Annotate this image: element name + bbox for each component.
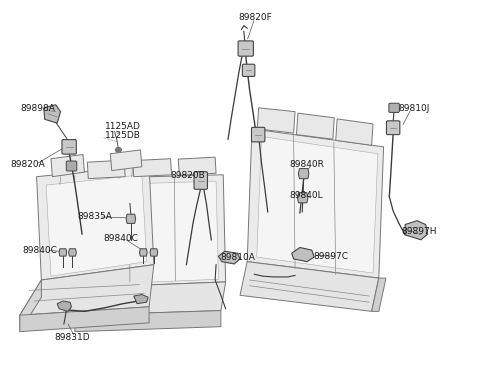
Text: 89835A: 89835A bbox=[77, 212, 112, 221]
Text: 89831D: 89831D bbox=[54, 333, 90, 342]
Polygon shape bbox=[405, 221, 428, 240]
Polygon shape bbox=[75, 282, 226, 315]
Polygon shape bbox=[86, 181, 218, 285]
Text: 1125DB: 1125DB bbox=[105, 131, 141, 140]
Text: 1125AD: 1125AD bbox=[105, 122, 141, 131]
Polygon shape bbox=[292, 247, 314, 262]
FancyBboxPatch shape bbox=[194, 172, 207, 189]
FancyBboxPatch shape bbox=[238, 41, 253, 56]
Polygon shape bbox=[372, 278, 386, 311]
Text: 89810A: 89810A bbox=[221, 253, 256, 262]
Polygon shape bbox=[69, 249, 76, 256]
Polygon shape bbox=[218, 251, 240, 264]
FancyBboxPatch shape bbox=[62, 139, 76, 154]
Polygon shape bbox=[297, 113, 334, 139]
Text: 89820F: 89820F bbox=[239, 13, 272, 22]
Text: 89840C: 89840C bbox=[104, 234, 138, 243]
Circle shape bbox=[116, 147, 121, 152]
Polygon shape bbox=[257, 108, 295, 133]
Polygon shape bbox=[150, 249, 157, 256]
Text: 89810J: 89810J bbox=[398, 104, 429, 113]
Text: 89820B: 89820B bbox=[170, 171, 205, 180]
Polygon shape bbox=[20, 280, 41, 332]
FancyBboxPatch shape bbox=[66, 161, 77, 171]
Polygon shape bbox=[299, 169, 309, 179]
FancyBboxPatch shape bbox=[252, 127, 265, 142]
Text: 89820A: 89820A bbox=[10, 160, 45, 169]
Polygon shape bbox=[57, 301, 72, 311]
Polygon shape bbox=[87, 160, 125, 179]
Text: 89840R: 89840R bbox=[290, 160, 324, 169]
Text: 89840C: 89840C bbox=[22, 246, 57, 255]
Polygon shape bbox=[133, 159, 171, 177]
Polygon shape bbox=[140, 249, 147, 256]
Polygon shape bbox=[126, 214, 136, 223]
Polygon shape bbox=[77, 175, 226, 288]
Text: 89840L: 89840L bbox=[290, 191, 324, 200]
Polygon shape bbox=[336, 119, 373, 145]
Polygon shape bbox=[36, 165, 154, 280]
Polygon shape bbox=[257, 137, 378, 273]
Polygon shape bbox=[110, 150, 142, 170]
Polygon shape bbox=[240, 262, 379, 311]
Polygon shape bbox=[134, 295, 148, 304]
Polygon shape bbox=[59, 249, 67, 256]
Polygon shape bbox=[51, 154, 84, 177]
FancyBboxPatch shape bbox=[242, 64, 255, 76]
Polygon shape bbox=[44, 105, 60, 123]
Text: 89897C: 89897C bbox=[314, 252, 348, 261]
Polygon shape bbox=[46, 175, 147, 276]
Polygon shape bbox=[20, 307, 149, 332]
Polygon shape bbox=[178, 157, 216, 175]
Polygon shape bbox=[20, 265, 154, 315]
FancyBboxPatch shape bbox=[386, 121, 400, 135]
FancyBboxPatch shape bbox=[389, 103, 399, 113]
Polygon shape bbox=[75, 311, 221, 332]
Polygon shape bbox=[298, 193, 308, 203]
Text: 89898A: 89898A bbox=[21, 104, 56, 113]
Text: 89897H: 89897H bbox=[402, 227, 437, 235]
Polygon shape bbox=[247, 129, 384, 278]
